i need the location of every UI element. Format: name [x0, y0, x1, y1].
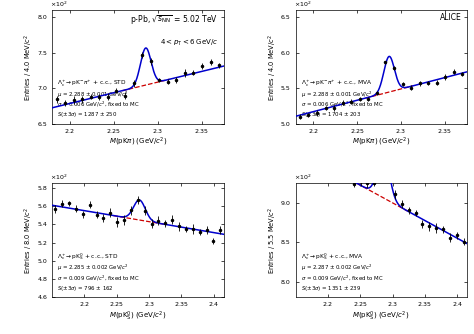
Text: $\sigma$ = 0.006 GeV/$c^{2}$, fixed to MC: $\sigma$ = 0.006 GeV/$c^{2}$, fixed to M… [57, 100, 140, 109]
Text: $\Lambda_{\rm c}^{+} \rightarrow {\rm pK}^{-}\pi^{+}$ + c.c., STD: $\Lambda_{\rm c}^{+} \rightarrow {\rm pK… [57, 78, 127, 89]
Text: $\mu$ = 2.285 $\pm$ 0.002 GeV/$c^{2}$: $\mu$ = 2.285 $\pm$ 0.002 GeV/$c^{2}$ [57, 263, 129, 273]
Y-axis label: Entries / 5.5 MeV/$c^{2}$: Entries / 5.5 MeV/$c^{2}$ [266, 207, 279, 274]
Text: $\mu$ = 2.288 $\pm$ 0.001 GeV/$c^{2}$: $\mu$ = 2.288 $\pm$ 0.001 GeV/$c^{2}$ [301, 90, 373, 100]
Text: $S(\pm 3\sigma)$ = 1704 $\pm$ 203: $S(\pm 3\sigma)$ = 1704 $\pm$ 203 [301, 110, 361, 119]
Text: p-Pb, $\sqrt{s_{\rm NN}}$ = 5.02 TeV: p-Pb, $\sqrt{s_{\rm NN}}$ = 5.02 TeV [130, 13, 219, 27]
Text: $S(\pm 3\sigma)$ = 796 $\pm$ 162: $S(\pm 3\sigma)$ = 796 $\pm$ 162 [57, 284, 114, 293]
Text: $\times10^{2}$: $\times10^{2}$ [50, 173, 68, 182]
X-axis label: $M({\rm pK}^{0}_{\rm S})$ (GeV/$c^{2}$): $M({\rm pK}^{0}_{\rm S})$ (GeV/$c^{2}$) [353, 309, 410, 323]
X-axis label: $M({\rm pK}\pi)$ (GeV/$c^{2}$): $M({\rm pK}\pi)$ (GeV/$c^{2}$) [109, 136, 167, 148]
Text: $\sigma$ = 0.009 GeV/$c^{2}$, fixed to MC: $\sigma$ = 0.009 GeV/$c^{2}$, fixed to M… [301, 273, 383, 283]
Text: $\sigma$ = 0.009 GeV/$c^{2}$, fixed to MC: $\sigma$ = 0.009 GeV/$c^{2}$, fixed to M… [57, 273, 140, 283]
Text: ALICE: ALICE [440, 13, 462, 22]
Y-axis label: Entries / 4.0 MeV/$c^{2}$: Entries / 4.0 MeV/$c^{2}$ [266, 33, 279, 101]
X-axis label: $M({\rm pK}^{0}_{\rm S})$ (GeV/$c^{2}$): $M({\rm pK}^{0}_{\rm S})$ (GeV/$c^{2}$) [109, 309, 166, 323]
Y-axis label: Entries / 4.0 MeV/$c^{2}$: Entries / 4.0 MeV/$c^{2}$ [23, 33, 36, 101]
X-axis label: $M({\rm pK}\pi)$ (GeV/$c^{2}$): $M({\rm pK}\pi)$ (GeV/$c^{2}$) [352, 136, 410, 148]
Text: $\mu$ = 2.288 $\pm$ 0.001 GeV/$c^{2}$: $\mu$ = 2.288 $\pm$ 0.001 GeV/$c^{2}$ [57, 90, 129, 100]
Text: $\sigma$ = 0.006 GeV/$c^{2}$, fixed to MC: $\sigma$ = 0.006 GeV/$c^{2}$, fixed to M… [301, 100, 383, 109]
Text: $\mu$ = 2.287 $\pm$ 0.002 GeV/$c^{2}$: $\mu$ = 2.287 $\pm$ 0.002 GeV/$c^{2}$ [301, 263, 373, 273]
Text: $S(\pm 3\sigma)$ = 1351 $\pm$ 239: $S(\pm 3\sigma)$ = 1351 $\pm$ 239 [301, 284, 361, 293]
Text: $\Lambda_{\rm c}^{+} \rightarrow {\rm pK}_{\rm S}^{0}$ + c.c., MVA: $\Lambda_{\rm c}^{+} \rightarrow {\rm pK… [301, 252, 364, 263]
Text: $\Lambda_{\rm c}^{+} \rightarrow {\rm pK}^{-}\pi^{+}$ + c.c., MVA: $\Lambda_{\rm c}^{+} \rightarrow {\rm pK… [301, 78, 372, 89]
Text: $\times10^{2}$: $\times10^{2}$ [294, 0, 311, 9]
Text: $\times10^{2}$: $\times10^{2}$ [294, 173, 311, 182]
Y-axis label: Entries / 8.0 MeV/$c^{2}$: Entries / 8.0 MeV/$c^{2}$ [23, 207, 36, 274]
Text: $S(\pm 3\sigma)$ = 1287 $\pm$ 250: $S(\pm 3\sigma)$ = 1287 $\pm$ 250 [57, 110, 118, 119]
Text: $4 < p_{\rm T} < 6$ GeV/$c$: $4 < p_{\rm T} < 6$ GeV/$c$ [160, 37, 219, 47]
Text: $\times10^{2}$: $\times10^{2}$ [50, 0, 68, 9]
Text: $\Lambda_{\rm c}^{+} \rightarrow {\rm pK}_{\rm S}^{0}$ + c.c., STD: $\Lambda_{\rm c}^{+} \rightarrow {\rm pK… [57, 252, 118, 263]
